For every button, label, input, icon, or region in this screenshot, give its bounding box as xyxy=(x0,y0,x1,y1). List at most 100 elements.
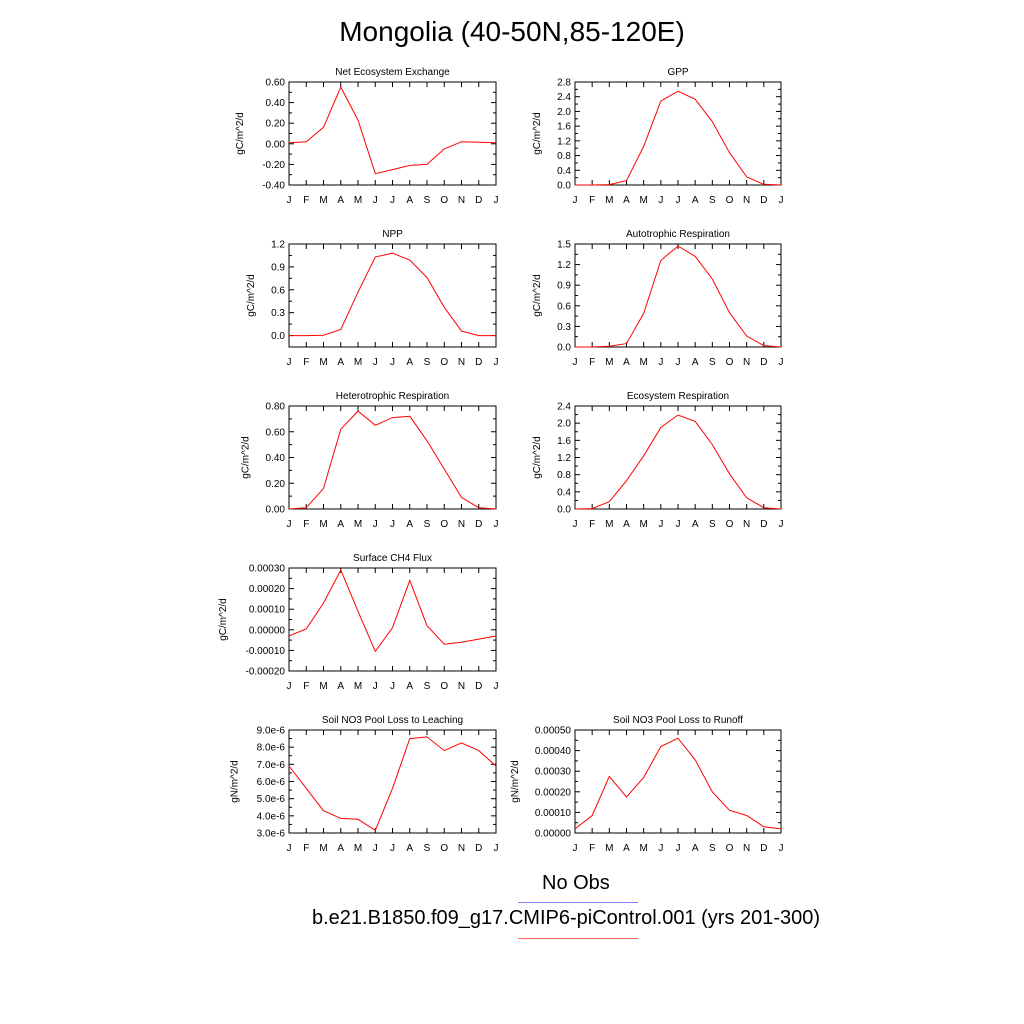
x-tick-label: S xyxy=(709,357,716,368)
x-tick-label: M xyxy=(639,357,647,368)
x-tick-label: J xyxy=(373,519,378,530)
y-tick-label: 0.00040 xyxy=(535,746,572,757)
x-tick-label: A xyxy=(623,519,630,530)
x-tick-label: J xyxy=(494,195,499,206)
y-tick-label: 0.00030 xyxy=(249,564,286,575)
x-tick-label: M xyxy=(319,195,327,206)
x-tick-label: M xyxy=(639,843,647,854)
series-line xyxy=(288,568,497,653)
series-line xyxy=(575,245,782,348)
x-tick-label: F xyxy=(589,357,595,368)
x-tick-label: M xyxy=(605,357,613,368)
y-tick-label: 1.2 xyxy=(557,260,571,271)
y-tick-label: 2.4 xyxy=(557,92,571,103)
x-tick-label: A xyxy=(692,195,699,206)
y-tick-label: 0.0 xyxy=(557,343,571,354)
y-tick-label: 2.4 xyxy=(557,402,571,413)
x-tick-label: D xyxy=(475,681,482,692)
y-tick-label: 0.0 xyxy=(271,331,285,342)
x-tick-label: J xyxy=(779,195,784,206)
y-tick-label: 0.9 xyxy=(557,281,571,292)
y-tick-label: 0.20 xyxy=(266,479,286,490)
y-axis-label: gN/m^2/d xyxy=(510,760,521,803)
y-tick-label: 0.60 xyxy=(266,78,286,89)
y-tick-label: 1.6 xyxy=(557,436,571,447)
x-tick-label: A xyxy=(692,519,699,530)
y-tick-label: 3.0e-6 xyxy=(257,829,286,840)
x-tick-label: M xyxy=(639,195,647,206)
x-tick-label: F xyxy=(589,843,595,854)
plot-frame xyxy=(574,81,782,186)
x-tick-label: O xyxy=(726,357,734,368)
x-tick-label: D xyxy=(760,843,767,854)
x-tick-label: D xyxy=(760,195,767,206)
plot-frame xyxy=(574,243,782,348)
x-tick-label: J xyxy=(676,195,681,206)
y-tick-label: 0.00050 xyxy=(535,726,572,737)
x-tick-label: O xyxy=(726,195,734,206)
series-line xyxy=(288,85,497,175)
y-axis-label: gC/m^2/d xyxy=(235,112,246,155)
y-tick-label: 1.2 xyxy=(271,240,285,251)
x-tick-label: S xyxy=(424,681,431,692)
x-tick-label: D xyxy=(475,843,482,854)
y-tick-label: 0.40 xyxy=(266,98,286,109)
y-tick-label: -0.00010 xyxy=(246,646,286,657)
y-tick-label: 5.0e-6 xyxy=(257,794,286,805)
x-tick-label: J xyxy=(658,519,663,530)
x-tick-label: A xyxy=(623,195,630,206)
x-tick-label: N xyxy=(458,357,465,368)
y-tick-label: 0.4 xyxy=(557,166,571,177)
y-tick-label: 0.3 xyxy=(271,308,285,319)
x-tick-label: J xyxy=(658,357,663,368)
x-tick-label: J xyxy=(287,357,292,368)
y-tick-label: 2.0 xyxy=(557,107,571,118)
series-line xyxy=(575,90,782,186)
x-tick-label: O xyxy=(440,195,448,206)
y-tick-label: -0.20 xyxy=(262,160,285,171)
x-tick-label: J xyxy=(779,519,784,530)
x-tick-label: D xyxy=(760,357,767,368)
plot-frame xyxy=(288,567,497,672)
x-tick-label: J xyxy=(573,843,578,854)
x-tick-label: J xyxy=(287,681,292,692)
y-tick-label: 0.80 xyxy=(266,402,286,413)
x-tick-label: A xyxy=(406,843,413,854)
y-tick-label: 1.6 xyxy=(557,122,571,133)
y-tick-label: 0.00 xyxy=(266,505,286,516)
y-tick-label: 9.0e-6 xyxy=(257,726,286,737)
y-tick-label: 0.00010 xyxy=(249,605,286,616)
x-tick-label: J xyxy=(390,357,395,368)
x-tick-label: J xyxy=(287,519,292,530)
x-tick-label: S xyxy=(709,195,716,206)
series-line xyxy=(288,410,497,510)
x-tick-label: J xyxy=(573,357,578,368)
y-tick-label: 0.6 xyxy=(271,285,285,296)
x-tick-label: J xyxy=(676,843,681,854)
y-tick-label: 2.8 xyxy=(557,78,571,89)
x-tick-label: J xyxy=(658,195,663,206)
x-tick-label: J xyxy=(676,519,681,530)
x-tick-label: M xyxy=(354,519,362,530)
y-axis-label: gC/m^2/d xyxy=(241,436,252,479)
x-tick-label: D xyxy=(475,519,482,530)
x-tick-label: A xyxy=(406,195,413,206)
x-tick-label: J xyxy=(373,681,378,692)
x-tick-label: J xyxy=(573,195,578,206)
y-tick-label: 0.4 xyxy=(557,487,571,498)
y-tick-label: 0.00030 xyxy=(535,767,572,778)
chart-title: Soil NO3 Pool Loss to Runoff xyxy=(613,715,743,726)
x-tick-label: J xyxy=(494,681,499,692)
chart-title: Autotrophic Respiration xyxy=(626,229,730,240)
y-tick-label: 1.2 xyxy=(557,453,571,464)
y-tick-label: 0.40 xyxy=(266,453,286,464)
y-tick-label: 0.3 xyxy=(557,322,571,333)
x-tick-label: A xyxy=(406,519,413,530)
x-tick-label: J xyxy=(390,195,395,206)
chart-title: Surface CH4 Flux xyxy=(353,553,432,564)
